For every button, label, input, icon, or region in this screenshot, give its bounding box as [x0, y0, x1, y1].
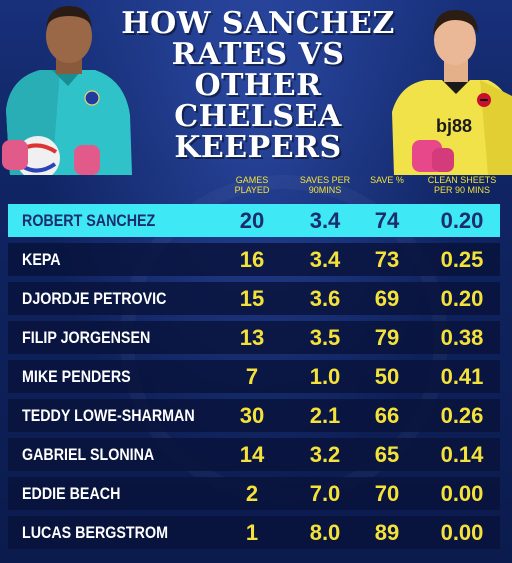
games-played-cell: 16 — [239, 247, 265, 272]
save-percent-cell: 50 — [374, 364, 400, 389]
save-percent-cell: 74 — [374, 208, 400, 233]
games-played-cell: 7 — [245, 364, 259, 389]
player-photo-left — [0, 0, 135, 175]
player-name: FILIP JORGENSEN — [22, 328, 151, 347]
games-played-cell: 30 — [239, 403, 265, 428]
save-percent-cell: 65 — [374, 442, 400, 467]
save-percent-cell: 89 — [374, 520, 400, 545]
saves-per-90-cell: 8.0 — [309, 520, 341, 545]
table-row: TEDDY LOWE-SHARMAN 30 2.1 66 0.26 — [8, 399, 500, 432]
clean-sheets-per-90-cell: 0.41 — [440, 364, 484, 389]
save-percent-cell: 73 — [374, 247, 400, 272]
player-photo-right: bj88 — [392, 0, 512, 175]
saves-per-90-cell: 3.4 — [309, 208, 341, 233]
games-played-cell: 14 — [239, 442, 265, 467]
games-played-cell: 20 — [239, 208, 265, 233]
saves-per-90-cell: 3.4 — [309, 247, 341, 272]
player-name: KEPA — [22, 250, 61, 269]
games-played-cell: 15 — [239, 286, 265, 311]
saves-per-90-cell: 2.1 — [309, 403, 341, 428]
chelsea-crest-icon — [84, 90, 100, 106]
player-name: ROBERT SANCHEZ — [22, 211, 156, 230]
saves-per-90-cell: 3.5 — [309, 325, 341, 350]
clean-sheets-per-90-cell: 0.20 — [440, 286, 484, 311]
clean-sheets-per-90-cell: 0.14 — [440, 442, 484, 467]
keeper-table: ROBERT SANCHEZ 20 3.4 74 0.20 KEPA 16 3.4 73 0.25… — [8, 204, 500, 555]
clean-sheets-per-90-cell: 0.00 — [440, 520, 484, 545]
table-row: FILIP JORGENSEN 13 3.5 79 0.38 — [8, 321, 500, 354]
player-name: LUCAS BERGSTROM — [22, 523, 168, 542]
column-header-clean-sheets: CLEAN SHEETS PER 90 MINS — [427, 175, 497, 195]
page-title: HOW SANCHEZ RATES VS OTHER CHELSEA KEEPE… — [121, 6, 395, 165]
save-percent-cell: 70 — [374, 481, 400, 506]
column-header-save-pct: SAVE % — [370, 175, 404, 185]
table-row: ROBERT SANCHEZ 20 3.4 74 0.20 — [8, 204, 500, 237]
saves-per-90-cell: 7.0 — [309, 481, 341, 506]
bournemouth-crest-icon — [477, 93, 491, 107]
column-header-games: GAMES PLAYED — [234, 175, 270, 195]
clean-sheets-per-90-cell: 0.25 — [440, 247, 484, 272]
table-row: DJORDJE PETROVIC 15 3.6 69 0.20 — [8, 282, 500, 315]
player-name: MIKE PENDERS — [22, 367, 131, 386]
saves-per-90-cell: 3.6 — [309, 286, 341, 311]
saves-per-90-cell: 1.0 — [309, 364, 341, 389]
column-headers: GAMES PLAYED SAVES PER 90MINS SAVE % CLE… — [0, 175, 512, 203]
player-name: TEDDY LOWE-SHARMAN — [22, 406, 195, 425]
save-percent-cell: 69 — [374, 286, 400, 311]
clean-sheets-per-90-cell: 0.20 — [440, 208, 484, 233]
games-played-cell: 2 — [245, 481, 259, 506]
table-row: MIKE PENDERS 7 1.0 50 0.41 — [8, 360, 500, 393]
player-name: GABRIEL SLONINA — [22, 445, 155, 464]
column-header-saves: SAVES PER 90MINS — [299, 175, 351, 195]
save-percent-cell: 79 — [374, 325, 400, 350]
table-row: LUCAS BERGSTROM 1 8.0 89 0.00 — [8, 516, 500, 549]
games-played-cell: 13 — [239, 325, 265, 350]
saves-per-90-cell: 3.2 — [309, 442, 341, 467]
table-row: EDDIE BEACH 2 7.0 70 0.00 — [8, 477, 500, 510]
clean-sheets-per-90-cell: 0.00 — [440, 481, 484, 506]
clean-sheets-per-90-cell: 0.26 — [440, 403, 484, 428]
clean-sheets-per-90-cell: 0.38 — [440, 325, 484, 350]
save-percent-cell: 66 — [374, 403, 400, 428]
player-name: DJORDJE PETROVIC — [22, 289, 167, 308]
sponsor-text: bj88 — [436, 116, 472, 136]
games-played-cell: 1 — [245, 520, 259, 545]
table-row: KEPA 16 3.4 73 0.25 — [8, 243, 500, 276]
table-row: GABRIEL SLONINA 14 3.2 65 0.14 — [8, 438, 500, 471]
player-name: EDDIE BEACH — [22, 484, 121, 503]
